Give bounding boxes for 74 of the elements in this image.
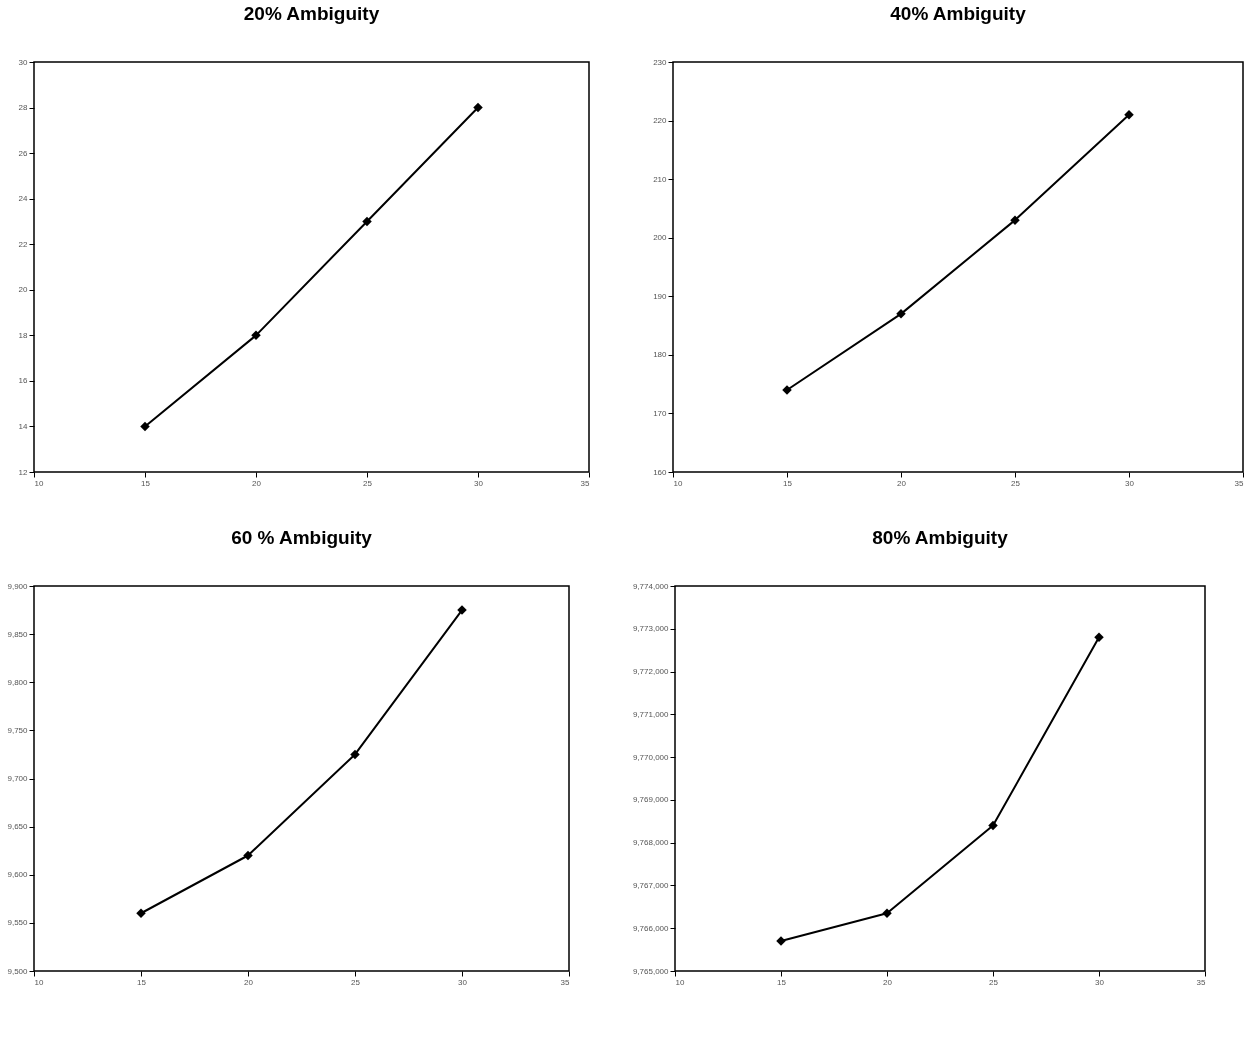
y-tick-label: 9,550 <box>7 918 29 928</box>
y-tick-label: 160 <box>653 467 668 477</box>
x-tick-label: 30 <box>458 977 468 987</box>
x-tick-label: 15 <box>137 977 147 987</box>
x-tick-label: 15 <box>783 478 793 488</box>
x-tick-label: 30 <box>474 478 484 488</box>
point <box>243 850 253 861</box>
x-tick-label: 20 <box>883 977 893 987</box>
x-tick-label: 10 <box>34 977 44 987</box>
x-tick-label: 35 <box>580 478 591 488</box>
y-tick-label: 210 <box>653 174 668 184</box>
x-tick-label: 20 <box>252 478 262 488</box>
point <box>251 330 261 341</box>
x-tick-label: 25 <box>989 977 999 987</box>
y-tick-label: 9,700 <box>7 774 29 783</box>
y-tick-label: 9,765,000 <box>632 966 670 976</box>
y-tick-label: 24 <box>18 194 29 204</box>
y-tick-label: 28 <box>18 103 29 113</box>
chart-title: 20% Ambiguity <box>243 3 380 24</box>
x-tick-label: 10 <box>673 478 683 488</box>
x-tick-label: 20 <box>244 977 254 987</box>
x-tick-label: 25 <box>351 977 361 987</box>
y-tick-label: 9,650 <box>7 822 29 832</box>
x-tick-label: 10 <box>34 478 44 488</box>
y-tick-label: 12 <box>18 467 29 477</box>
point <box>473 102 483 113</box>
chart-title: 80% Ambiguity <box>872 527 1009 548</box>
y-tick-label: 220 <box>653 116 668 126</box>
y-tick-label: 9,771,000 <box>632 709 670 719</box>
y-tick-label: 180 <box>653 350 668 360</box>
x-tick-label: 20 <box>897 478 907 488</box>
x-tick-label: 15 <box>777 977 787 987</box>
y-tick-label: 9,767,000 <box>632 880 670 890</box>
y-tick-label: 230 <box>653 57 668 67</box>
y-tick-label: 20 <box>18 285 29 295</box>
y-tick-label: 26 <box>18 148 29 158</box>
point <box>362 216 372 227</box>
y-tick-label: 9,600 <box>7 870 29 880</box>
x-tick-label: 15 <box>141 478 151 488</box>
point <box>1124 109 1134 120</box>
y-tick-label: 16 <box>18 376 29 386</box>
point <box>1094 632 1104 643</box>
y-tick-label: 170 <box>653 408 668 418</box>
y-tick-label: 9,774,000 <box>632 581 670 591</box>
x-tick-label: 35 <box>1196 977 1207 987</box>
y-tick-label: 9,773,000 <box>632 624 670 634</box>
chart-title: 40% Ambiguity <box>890 3 1027 24</box>
y-tick-label: 9,769,000 <box>632 795 670 805</box>
y-tick-label: 9,850 <box>7 629 29 639</box>
point <box>350 749 360 760</box>
chart-title: 60 % Ambiguity <box>231 527 373 548</box>
y-tick-label: 18 <box>18 330 29 340</box>
x-tick-label: 35 <box>1234 478 1245 488</box>
point <box>988 820 998 831</box>
x-tick-label: 25 <box>1011 478 1021 488</box>
y-tick-label: 9,770,000 <box>632 752 670 762</box>
x-tick-label: 35 <box>560 977 571 987</box>
y-tick-label: 14 <box>18 421 29 431</box>
point <box>140 421 150 432</box>
y-tick-label: 9,500 <box>7 966 29 976</box>
y-tick-label: 22 <box>18 239 29 249</box>
y-tick-label: 9,800 <box>7 677 29 687</box>
y-tick-label: 9,750 <box>7 725 29 735</box>
y-tick-label: 190 <box>653 291 668 301</box>
y-tick-label: 200 <box>653 233 668 243</box>
y-tick-label: 9,766,000 <box>632 923 670 933</box>
x-tick-label: 30 <box>1125 478 1135 488</box>
y-tick-label: 9,772,000 <box>632 667 670 677</box>
x-tick-label: 30 <box>1095 977 1105 987</box>
x-tick-label: 25 <box>363 478 373 488</box>
y-tick-label: 9,900 <box>7 581 29 591</box>
y-tick-label: 30 <box>18 57 29 67</box>
y-tick-label: 9,768,000 <box>632 838 670 848</box>
x-tick-label: 10 <box>675 977 685 987</box>
